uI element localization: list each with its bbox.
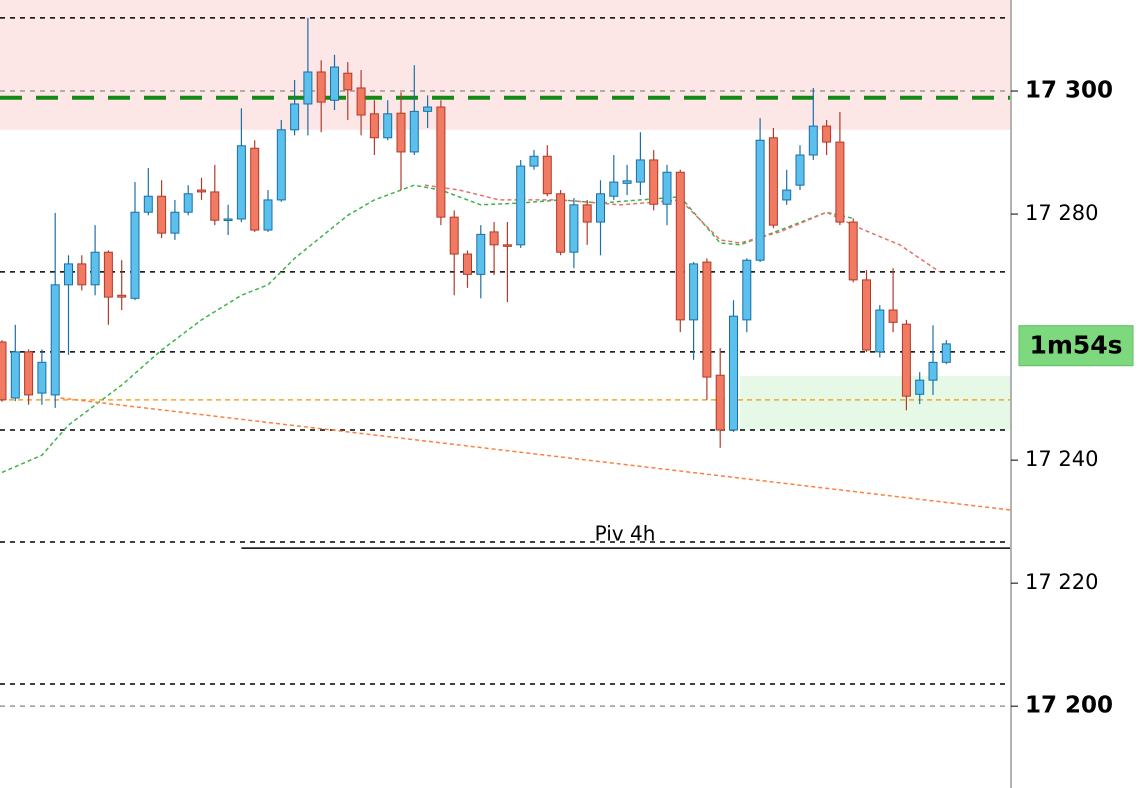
candle-body [662,171,672,205]
candle-body [383,113,393,139]
y-tick-label: 17 300 [1025,78,1113,104]
candle-body [343,72,353,91]
candle-body [90,251,100,286]
candle-body [10,351,20,399]
candle-body [596,193,605,223]
candle-body [236,145,246,220]
candle-body [170,211,180,234]
candle-body [330,66,339,101]
candle-body [635,159,645,183]
candle-body [0,341,7,401]
candle-body [316,71,326,103]
y-tick-label: 17 240 [1025,447,1098,471]
candle-body [875,309,885,353]
candle-body [157,195,167,234]
candle-body [197,189,206,193]
candle-body [103,251,113,298]
countdown-box [1018,325,1134,367]
candle-body [768,137,778,226]
candle-body [130,211,140,299]
candle-body [755,139,765,261]
candle-body [556,193,566,253]
candle-body [356,87,366,116]
candle-body [396,112,406,153]
y-tick-label: 17 280 [1025,201,1098,225]
zone [0,0,1010,130]
candle-body [449,216,459,255]
candle-body [250,147,260,231]
candle-body [795,154,805,186]
candle-body [529,155,539,167]
candle-body [542,155,552,195]
moving-average [1,184,854,474]
candle-body [689,263,699,321]
candle-body [702,261,712,378]
candle-body [476,233,486,275]
candle-body [117,294,127,298]
candle-body [263,199,273,231]
candle-body [303,71,313,105]
candle-body [582,204,592,223]
candle-body [143,195,153,213]
y-tick-label: 17 200 [1025,693,1113,719]
candle-body [489,231,499,246]
candle-body [516,165,526,246]
candle-body [64,263,73,286]
candle-body [822,125,832,143]
candle-body [210,191,220,221]
candle-body [808,125,818,156]
zone [740,375,1010,430]
candle-body [50,284,60,396]
candle-body [729,315,738,431]
candle-body [369,113,379,139]
candle-body [436,106,446,218]
candle-body [715,374,725,431]
candle-body [409,110,419,153]
candle-body [37,361,47,394]
candle-body [928,361,938,381]
candle-body [675,171,685,321]
candle-body [649,159,659,205]
candle-body [901,323,911,397]
pivot-label: Piv 4h [595,522,656,546]
candle-body [848,221,858,281]
y-tick-label: 17 220 [1025,570,1098,594]
candle-body [609,181,619,197]
candle-body [276,129,286,201]
moving-average [424,184,941,273]
candle-body [941,343,951,363]
candle-body [888,309,898,323]
candle-body [183,193,193,213]
candle-body [24,351,34,396]
candle-body [290,103,300,131]
candle-body [742,259,752,321]
candle-body [622,180,632,184]
countdown-label: 1m54s [1029,331,1122,360]
candle-body [782,189,792,201]
candle-body [569,204,579,253]
candle-body [223,218,233,221]
moving-average [60,397,1011,511]
candle-body [423,106,433,112]
candle-body [463,253,472,275]
candle-body [77,263,87,286]
candle-body [862,279,871,351]
candle-body [835,141,845,223]
candle-body [915,379,925,395]
candle-body [502,244,512,247]
